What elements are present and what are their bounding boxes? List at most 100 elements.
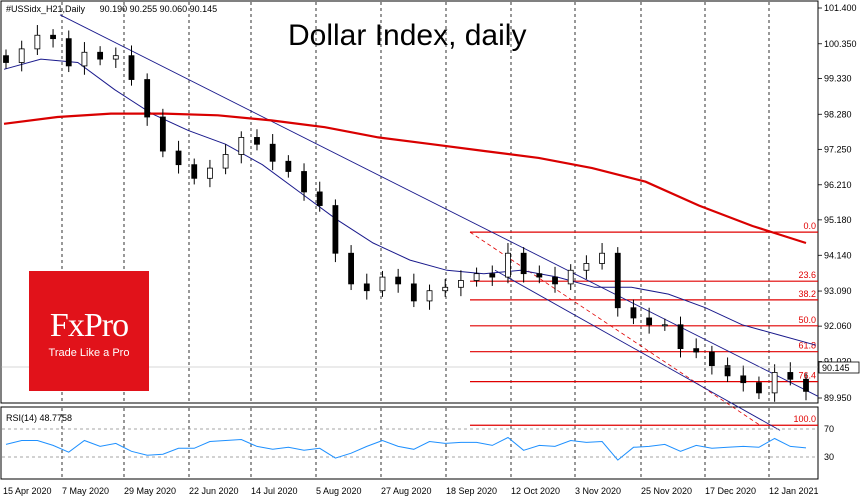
- candle-body: [458, 280, 464, 288]
- rsi-tick-label: 70: [824, 424, 834, 434]
- candle-body: [520, 252, 527, 275]
- candle-body: [693, 348, 700, 353]
- x-tick-label: 14 Jul 2020: [251, 486, 298, 496]
- x-tick-label: 29 May 2020: [124, 486, 176, 496]
- candle-body: [316, 191, 323, 206]
- fxpro-logo: FxPro Trade Like a Pro: [29, 271, 149, 391]
- fib-level-label: 0.0: [803, 221, 816, 231]
- candle-body: [708, 351, 715, 367]
- candle-body: [97, 51, 104, 60]
- y-tick-label: 98.280: [824, 109, 852, 119]
- candle-body: [630, 307, 637, 319]
- logo-tagline: Trade Like a Pro: [48, 347, 130, 359]
- candle-body: [552, 276, 558, 285]
- candle-body: [756, 382, 762, 394]
- candle-body: [787, 372, 794, 380]
- candle-body: [222, 154, 229, 169]
- y-tick-label: 93.090: [824, 286, 852, 296]
- fibonacci-retracement: 0.0 23.6 38.2 50.0 61.8 76.4 100.0: [469, 221, 818, 426]
- ma-slow-line: [3, 112, 807, 245]
- candle-body: [144, 79, 151, 118]
- candle-body: [175, 150, 182, 166]
- candle-body: [677, 324, 684, 350]
- candle-body: [191, 164, 198, 179]
- candle-body: [646, 317, 653, 326]
- x-tick-label: 25 Nov 2020: [641, 486, 692, 496]
- candle-body: [567, 269, 574, 285]
- candle-body: [505, 252, 511, 278]
- vertical-gridlines: [61, 2, 770, 478]
- price-candles: [3, 25, 809, 402]
- candle-body: [410, 283, 417, 302]
- rsi-series-line: [5, 436, 807, 461]
- candle-body: [599, 252, 605, 264]
- fib-level-label: 100.0: [793, 414, 816, 424]
- candle-body: [740, 375, 747, 384]
- current-price-label: 90.145: [822, 363, 850, 373]
- current-price-marker: [818, 361, 860, 374]
- candle-body: [724, 365, 731, 377]
- candle-body: [34, 34, 41, 50]
- ohlc-values: 90.190 90.255 90.060 90.145: [100, 4, 218, 14]
- rsi-panel-frame: [0, 406, 819, 480]
- symbol-name: #USSidx_H21,Daily: [6, 4, 86, 14]
- date-axis: 15 Apr 2020 7 May 2020 29 May 2020 22 Jun 2…: [3, 486, 819, 496]
- y-tick-label: 100.350: [824, 39, 857, 49]
- y-tick-label: 94.140: [824, 250, 852, 260]
- candle-body: [301, 171, 307, 193]
- fib-level-label: 61.8: [798, 341, 816, 351]
- y-tick-label: 91.020: [824, 357, 852, 367]
- channel-lower: [494, 269, 781, 431]
- candle-body: [269, 143, 276, 162]
- candle-body: [583, 263, 590, 271]
- y-tick-label: 96.210: [824, 180, 852, 190]
- candle-body: [81, 51, 88, 67]
- candle-body: [3, 55, 9, 63]
- fib-trendline: [469, 231, 761, 426]
- x-tick-label: 3 Nov 2020: [575, 486, 621, 496]
- fib-level-label: 76.4: [798, 371, 816, 381]
- y-tick-label: 95.180: [824, 215, 852, 225]
- moving-averages: [3, 58, 817, 346]
- trend-channel: [59, 14, 819, 431]
- candle-body: [112, 55, 119, 60]
- candle-body: [771, 372, 778, 394]
- logo-brand: FxPro: [49, 307, 129, 344]
- candle-body: [442, 286, 449, 292]
- fib-level-label: 23.6: [798, 270, 816, 280]
- y-tick-label: 101.400: [824, 3, 857, 13]
- x-tick-label: 22 Jun 2020: [189, 486, 239, 496]
- y-tick-label: 99.330: [824, 74, 852, 84]
- candle-body: [363, 283, 370, 292]
- candle-body: [207, 167, 213, 179]
- candle-body: [65, 38, 72, 67]
- candle-body: [128, 55, 135, 80]
- symbol-header: #USSidx_H21,Daily 90.190 90.255 90.060 9…: [6, 4, 217, 14]
- candle-body: [426, 290, 433, 302]
- channel-upper: [59, 14, 819, 397]
- y-tick-label: 89.950: [824, 393, 852, 403]
- price-axis: 101.400 100.350 99.330 98.280 97.250 96.210 95…: [818, 3, 857, 403]
- candle-body: [803, 378, 809, 392]
- y-tick-label: 97.250: [824, 144, 852, 154]
- candle-body: [348, 252, 354, 285]
- candle-body: [536, 273, 543, 278]
- candle-body: [473, 273, 480, 281]
- x-tick-label: 7 May 2020: [62, 486, 109, 496]
- x-tick-label: 12 Oct 2020: [511, 486, 560, 496]
- candle-body: [379, 276, 386, 292]
- candle-body: [332, 205, 339, 254]
- candle-body: [159, 116, 166, 152]
- fib-level-label: 50.0: [798, 315, 816, 325]
- ma-fast-line: [3, 58, 817, 346]
- x-tick-label: 12 Jan 2021: [769, 486, 819, 496]
- y-tick-label: 92.060: [824, 321, 852, 331]
- x-tick-label: 15 Apr 2020: [3, 486, 52, 496]
- main-plot-frame: [0, 0, 819, 404]
- candle-body: [395, 276, 402, 285]
- candle-body: [285, 160, 292, 172]
- candle-body: [238, 137, 245, 155]
- candle-body: [489, 273, 496, 278]
- x-tick-label: 5 Aug 2020: [316, 486, 362, 496]
